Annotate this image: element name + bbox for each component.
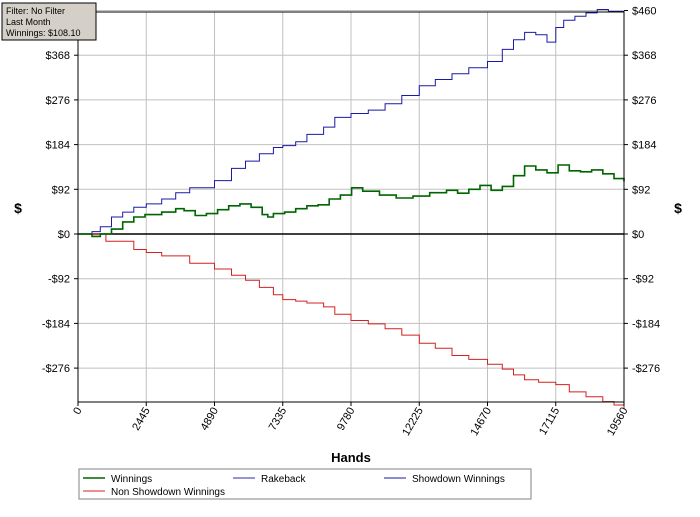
legend-label-showdown: Showdown Winnings — [412, 474, 505, 485]
x-tick-label: 0 — [71, 406, 84, 417]
series-line-showdown-winnings — [78, 9, 625, 235]
info-filter: Filter: No Filter — [6, 6, 65, 16]
y-tick-label-right: $92 — [632, 184, 650, 196]
y-tick-label-right: -$184 — [632, 318, 660, 330]
legend-label-non-showdown: Non Showdown Winnings — [111, 487, 225, 498]
info-period: Last Month — [6, 17, 51, 27]
y-tick-label-left: -$184 — [42, 318, 70, 330]
y-tick-label-right: $276 — [632, 95, 656, 107]
series-line-non-showdown-winnings — [78, 233, 625, 409]
y-tick-label-right: $0 — [632, 229, 644, 241]
y-tick-label-left: $368 — [46, 50, 70, 62]
legend-label-rakeback: Rakeback — [261, 474, 306, 485]
y-tick-label-left: -$276 — [42, 363, 70, 375]
y-axis-label-right: $ — [674, 200, 682, 216]
info-box: Filter: No Filter Last Month Winnings: $… — [1, 2, 97, 41]
y-tick-label-left: $184 — [46, 140, 70, 152]
y-tick-label-right: $460 — [632, 6, 656, 18]
x-axis-label: Hands — [331, 450, 371, 465]
y-tick-label-right: -$276 — [632, 363, 660, 375]
y-tick-label-left: -$92 — [48, 274, 70, 286]
y-tick-label-left: $276 — [46, 95, 70, 107]
y-axis-label-left: $ — [14, 200, 22, 216]
info-winnings: Winnings: $108.10 — [6, 28, 81, 38]
y-tick-label-right: $184 — [632, 140, 656, 152]
legend-label-winnings: Winnings — [111, 474, 152, 485]
series-line-winnings — [78, 164, 625, 238]
y-tick-label-left: $0 — [58, 229, 70, 241]
legend: Winnings Rakeback Showdown Winnings Non … — [78, 468, 532, 500]
y-tick-label-left: $92 — [52, 184, 70, 196]
info-box-background — [1, 2, 97, 41]
y-tick-label-right: -$92 — [632, 274, 654, 286]
legend-box — [78, 468, 532, 500]
y-tick-label-right: $368 — [632, 50, 656, 62]
y-axis-right: $460 $368 $276 $184 $92 $0 -$92 -$184 -$276 — [624, 6, 660, 375]
series-layer — [78, 9, 625, 409]
